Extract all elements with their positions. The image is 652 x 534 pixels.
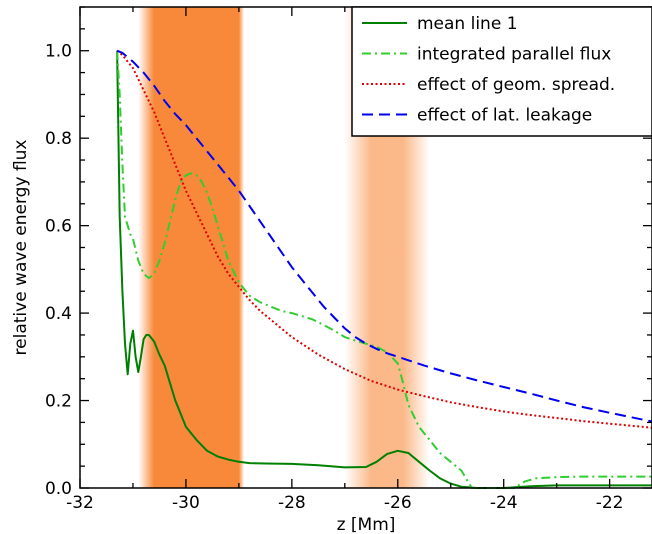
x-tick-label: -22 xyxy=(596,493,624,513)
legend-label: integrated parallel flux xyxy=(417,45,611,65)
legend-item-mean-line-1: mean line 1 xyxy=(362,14,518,34)
y-tick-labels: 0.0 0.2 0.4 0.6 0.8 1.0 xyxy=(45,42,72,499)
y-tick-label: 1.0 xyxy=(45,42,72,62)
x-tick-label: -26 xyxy=(384,493,412,513)
x-tick-label: -32 xyxy=(66,493,94,513)
series-line-effect-of-geom-spread xyxy=(116,49,652,429)
legend-label: effect of lat. leakage xyxy=(417,106,592,126)
x-tick-label: -28 xyxy=(278,493,306,513)
legend: mean line 1 integrated parallel flux effec… xyxy=(351,6,652,137)
y-tick-label: 0.8 xyxy=(45,129,72,149)
legend-label: effect of geom. spread. xyxy=(417,75,615,95)
legend-item-integrated-parallel-flux: integrated parallel flux xyxy=(362,45,611,65)
y-tick-label: 0.6 xyxy=(45,217,72,237)
x-axis-title: z [Mm] xyxy=(337,515,396,534)
shaded-band-1 xyxy=(138,7,245,488)
y-tick-label: 0.4 xyxy=(45,304,72,324)
legend-item-effect-of-lat-leakage: effect of lat. leakage xyxy=(362,106,592,126)
x-tick-labels: -32 -30 -28 -26 -24 -22 xyxy=(66,493,623,513)
y-tick-label: 0.2 xyxy=(45,392,72,412)
x-tick-label: -24 xyxy=(490,493,518,513)
y-axis-title: relative wave energy flux xyxy=(11,140,31,356)
legend-label: mean line 1 xyxy=(417,14,518,34)
series-line-effect-of-lat-leakage xyxy=(116,49,652,423)
x-tick-label: -30 xyxy=(172,493,200,513)
y-tick-label: 0.0 xyxy=(45,479,72,499)
legend-item-effect-of-geom-spread: effect of geom. spread. xyxy=(362,75,615,95)
series-line-mean-line-1 xyxy=(116,50,652,489)
